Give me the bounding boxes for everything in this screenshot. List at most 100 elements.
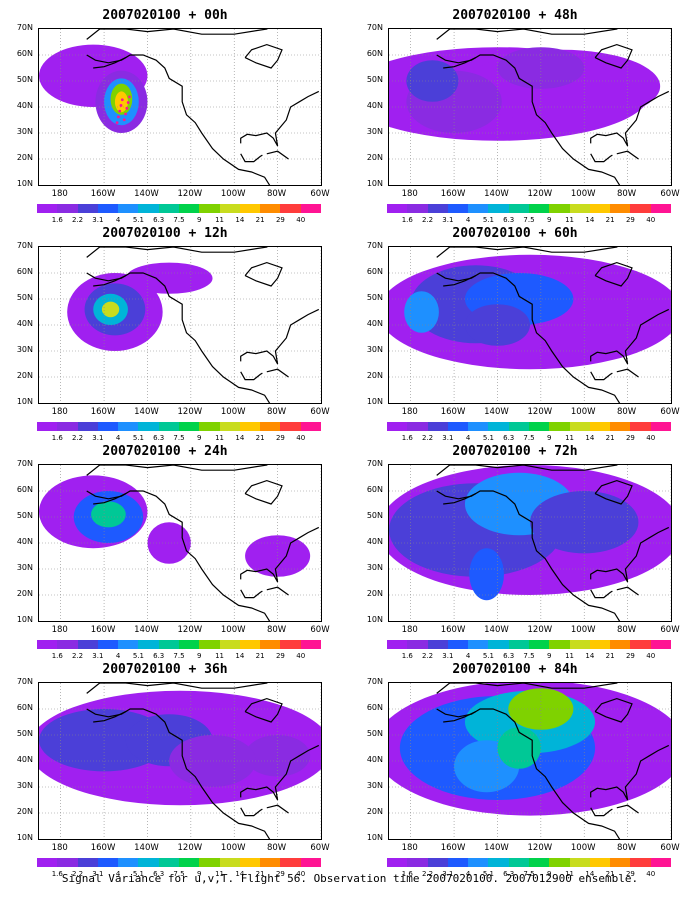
flight-track-point [118,109,122,113]
colorbar-swatch [260,204,281,213]
colorbar-swatch [508,422,529,431]
colorbar-swatch [260,858,281,867]
longitude-label: 60W [660,407,680,417]
colorbar-label: 40 [646,870,656,878]
longitude-label: 180 [401,625,418,635]
colorbar-label: 2.2 [421,434,434,442]
latitude-label: 60N [366,267,383,276]
colorbar-label: 14 [585,216,595,224]
longitude-label: 140W [484,189,509,199]
latitude-label: 60N [16,485,33,494]
map-canvas [39,465,321,621]
colorbar-label: 6.3 [503,216,515,224]
longitude-label: 120W [177,189,203,199]
coastline [436,465,618,476]
colorbar-swatch [178,858,200,867]
colorbar-swatch [407,204,428,213]
colorbar-swatch [549,640,570,649]
longitude-label: 80W [266,843,287,853]
colorbar-swatch [488,422,509,431]
colorbar-label: 21 [605,652,615,660]
latitude-label: 40N [16,755,33,764]
colorbar-swatch [650,640,671,649]
flight-track-point [122,118,126,122]
map-canvas [389,29,671,185]
map-canvas [389,465,671,621]
colorbar-label: 1.6 [401,216,413,224]
coastline [266,368,289,378]
longitude-label: 120W [527,189,553,199]
colorbar-swatch [610,640,631,649]
coastline [93,57,127,69]
colorbar-label: 4 [465,870,471,878]
map-panel: 2007020100 + 12h 70N 60N 50N 40N 30N 20N 10N 180… [5,226,330,446]
colorbar-label: 2.2 [421,652,434,660]
coastline [616,586,639,596]
colorbar-swatch [219,858,240,867]
flight-track-point [125,106,129,110]
colorbar-label: 1.6 [401,870,413,878]
map-panel: 2007020100 + 60h 70N 60N 50N 40N 30N 20N 10N 180… [355,226,680,446]
variance-contour [469,548,504,601]
colorbar-swatch [260,640,281,649]
flight-track-point [116,115,120,119]
colorbar-label: 14 [235,870,245,878]
panel-title: 2007020100 + 00h [102,8,228,23]
map-panel: 2007020100 + 36h 70N 60N 50N 40N 30N 20N 10N 180… [5,662,330,882]
colorbar-label: 6.3 [153,652,165,660]
colorbar-swatch [57,422,78,431]
colorbar-label: 40 [646,216,656,224]
coastline [590,371,613,381]
longitude-label: 60W [660,843,680,853]
longitude-label: 120W [527,625,553,635]
longitude-label: 180 [51,189,68,199]
colorbar-label: 5.1 [132,216,144,224]
colorbar-swatch [239,204,261,213]
colorbar-swatch [528,858,550,867]
colorbar-swatch [138,422,159,431]
panel-title: 2007020100 + 60h [452,226,578,241]
colorbar-label: 14 [235,216,245,224]
colorbar-label: 2.2 [71,870,84,878]
colorbar-label: 4 [115,216,121,224]
colorbar-swatch [219,640,240,649]
colorbar-swatch [57,640,78,649]
latitude-label: 60N [16,267,33,276]
longitude-label: 160W [90,407,116,417]
coastline [266,586,289,596]
colorbar-swatch [77,422,98,431]
variance-contour [114,91,128,113]
colorbar-label: 40 [296,652,306,660]
latitude-label: 50N [366,75,383,84]
latitude-label: 40N [366,319,383,328]
coastline [594,697,633,723]
coastline [240,153,263,163]
colorbar-swatch [57,204,78,213]
colorbar-swatch [280,204,301,213]
colorbar-swatch [97,422,119,431]
coastline [93,711,127,723]
colorbar-swatch [239,422,261,431]
colorbar-swatch [300,640,321,649]
colorbar-swatch [589,858,611,867]
latitude-label: 60N [366,703,383,712]
colorbar-label: 1.6 [51,216,63,224]
coastline [266,804,289,814]
longitude-label: 160W [90,189,116,199]
latitude-label: 30N [16,127,33,136]
latitude-label: 10N [366,179,383,188]
longitude-label: 80W [266,625,287,635]
longitude-label: 140W [134,189,159,199]
colorbar-label: 14 [585,434,595,442]
latitude-label: 20N [16,371,33,380]
coastline [590,589,613,599]
latitude-label: 30N [16,781,33,790]
colorbar-label: 3.1 [92,652,104,660]
longitude-label: 120W [527,843,553,853]
coastline [240,371,263,381]
longitude-label: 160W [440,625,466,635]
colorbar-label: 7.5 [173,216,185,224]
longitude-label: 180 [51,843,68,853]
colorbar-label: 2.2 [71,434,84,442]
coastline [86,683,268,694]
